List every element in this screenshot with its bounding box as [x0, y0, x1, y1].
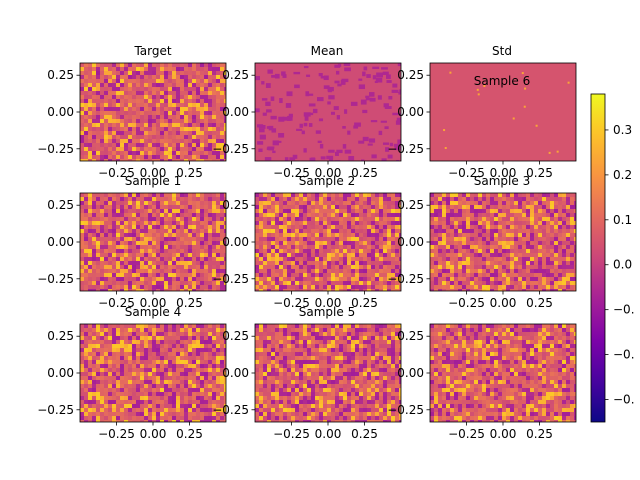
colorbar-tick-label: 0.1 — [613, 213, 632, 227]
y-tick-label: 0.00 — [222, 235, 249, 249]
y-tick-label: −0.25 — [387, 142, 424, 156]
colorbar-tick-label: 0.3 — [613, 123, 632, 137]
y-tick-label: 0.25 — [397, 198, 424, 212]
y-tick-label: 0.25 — [222, 68, 249, 82]
x-tick-label: 0.00 — [315, 427, 342, 441]
x-tick-label: 0.00 — [140, 166, 167, 180]
panel-6: −0.25 0.00 0.25 0.25 0.00 −0.25 — [387, 192, 577, 310]
heatmap-image — [255, 193, 401, 291]
y-tick-label: 0.25 — [47, 198, 74, 212]
x-tick-label: 0.00 — [490, 296, 517, 310]
panel-7: −0.25 0.00 0.25 0.25 0.00 −0.25 — [37, 323, 227, 441]
y-tick-label: 0.25 — [222, 329, 249, 343]
heatmap-image — [430, 63, 576, 161]
x-tick-label: 0.25 — [351, 427, 378, 441]
x-tick-label: 0.00 — [490, 166, 517, 180]
panel-4: −0.25 0.00 0.25 0.25 0.00 −0.25 — [37, 192, 227, 310]
y-tick-label: 0.00 — [397, 235, 424, 249]
x-tick-label: −0.25 — [98, 166, 135, 180]
y-tick-label: 0.25 — [397, 68, 424, 82]
panel-1: −0.25 0.00 0.25 0.25 0.00 −0.25 — [37, 62, 227, 180]
colorbar-tick-label: −0. — [613, 303, 635, 317]
y-tick-label: 0.25 — [47, 329, 74, 343]
x-tick-label: 0.25 — [526, 166, 553, 180]
x-tick-label: −0.25 — [98, 296, 135, 310]
panel-title: Std — [492, 44, 512, 58]
colorbar-gradient — [590, 93, 606, 423]
panel-2: −0.25 0.00 0.25 0.25 0.00 −0.25 — [212, 62, 402, 180]
panel-8: −0.25 0.00 0.25 0.25 0.00 −0.25 — [212, 323, 402, 441]
y-tick-label: −0.25 — [387, 403, 424, 417]
x-tick-label: −0.25 — [448, 427, 485, 441]
x-tick-label: 0.00 — [490, 427, 517, 441]
y-tick-label: 0.00 — [222, 105, 249, 119]
y-tick-label: −0.25 — [37, 403, 74, 417]
panel-5: −0.25 0.00 0.25 0.25 0.00 −0.25 — [212, 192, 402, 310]
heatmap-image — [255, 324, 401, 422]
x-tick-label: 0.25 — [176, 166, 203, 180]
x-tick-label: −0.25 — [98, 427, 135, 441]
x-tick-label: 0.25 — [351, 296, 378, 310]
panel-title: Mean — [311, 44, 344, 58]
x-tick-label: 0.25 — [176, 427, 203, 441]
colorbar-tick-label: −0. — [613, 348, 635, 362]
colorbar-tick-label: −0. — [613, 393, 635, 407]
y-tick-label: 0.00 — [397, 366, 424, 380]
panel-title: Sample 5 — [299, 305, 355, 319]
panel-3: −0.25 0.00 0.25 0.25 0.00 −0.25 — [387, 62, 577, 180]
x-tick-label: 0.00 — [140, 427, 167, 441]
x-tick-label: 0.00 — [315, 166, 342, 180]
x-tick-label: −0.25 — [448, 296, 485, 310]
y-tick-label: 0.00 — [47, 366, 74, 380]
x-tick-label: −0.25 — [273, 166, 310, 180]
x-tick-label: 0.25 — [526, 427, 553, 441]
x-tick-label: 0.25 — [526, 296, 553, 310]
panel-title: Sample 6 — [474, 74, 530, 88]
heatmap-image — [430, 193, 576, 291]
y-tick-label: 0.00 — [397, 105, 424, 119]
colorbar: 0.3 0.2 0.1 0.0 −0. −0. −0. — [590, 93, 635, 423]
x-tick-label: 0.25 — [176, 296, 203, 310]
x-tick-label: −0.25 — [273, 296, 310, 310]
heatmap-image — [80, 193, 226, 291]
x-tick-label: 0.00 — [140, 296, 167, 310]
x-tick-label: 0.00 — [315, 296, 342, 310]
y-tick-label: −0.25 — [37, 142, 74, 156]
y-tick-label: −0.25 — [37, 272, 74, 286]
y-tick-label: 0.00 — [222, 366, 249, 380]
heatmap-image — [430, 324, 576, 422]
y-tick-label: −0.25 — [212, 403, 249, 417]
panel-9: −0.25 0.00 0.25 0.25 0.00 −0.25 — [387, 323, 577, 441]
panel-title: Sample 3 — [474, 174, 530, 188]
y-tick-label: 0.25 — [222, 198, 249, 212]
y-tick-label: −0.25 — [212, 272, 249, 286]
colorbar-tick-label: 0.2 — [613, 168, 632, 182]
panels-group: −0.25 0.00 0.25 0.25 0.00 −0.25 −0.25 0.00 0.25 0… — [37, 44, 577, 441]
heatmap-image — [80, 63, 226, 161]
panel-title: Sample 1 — [125, 174, 181, 188]
panel-title: Target — [133, 44, 171, 58]
x-tick-label: 0.25 — [351, 166, 378, 180]
x-tick-label: −0.25 — [448, 166, 485, 180]
panel-title: Sample 4 — [125, 305, 181, 319]
x-tick-label: −0.25 — [273, 427, 310, 441]
panel-title: Sample 2 — [299, 174, 355, 188]
heatmap-image — [80, 324, 226, 422]
y-tick-label: −0.25 — [387, 272, 424, 286]
y-tick-label: −0.25 — [212, 142, 249, 156]
y-tick-label: 0.00 — [47, 235, 74, 249]
colorbar-tick-label: 0.0 — [613, 258, 632, 272]
heatmap-image — [255, 63, 401, 161]
y-tick-label: 0.25 — [397, 329, 424, 343]
y-tick-label: 0.00 — [47, 105, 74, 119]
y-tick-label: 0.25 — [47, 68, 74, 82]
